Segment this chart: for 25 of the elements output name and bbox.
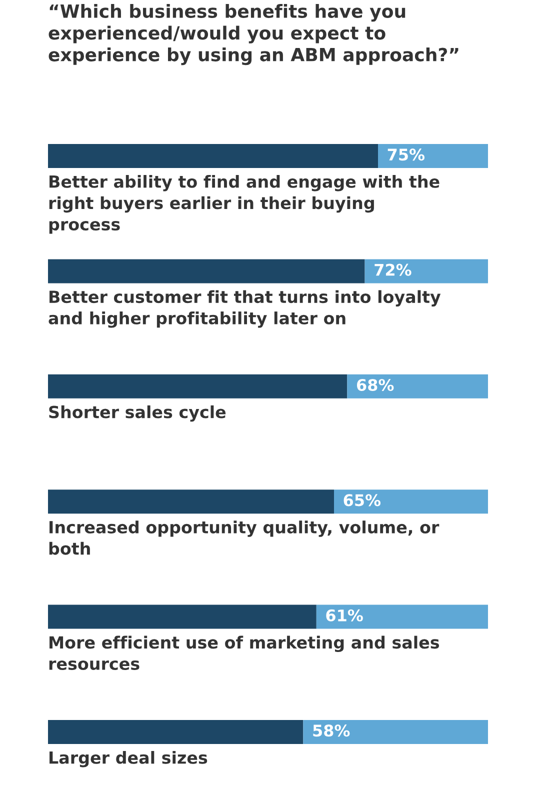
bar [316, 604, 488, 629]
y-tick-label: Better ability to find and engage with the right buyers earlier in their buying process [49, 175, 440, 234]
y-tick-label: Shorter sales cycle [49, 405, 226, 422]
bar [347, 374, 488, 398]
data-label: 58% [313, 724, 350, 737]
chart-title: “Which business benefits have you experienced/would you expect to experience by using an ABM approach?” [48, 4, 458, 66]
bar [48, 374, 348, 398]
bar [48, 259, 365, 284]
bar [48, 144, 378, 168]
y-tick-label: Larger deal sizes [50, 751, 208, 768]
bar [48, 604, 316, 629]
y-tick-label: Increased opportunity quality, volume, or both [49, 520, 440, 555]
data-label: 68% [356, 378, 394, 392]
bar [48, 490, 334, 514]
bar [378, 144, 488, 168]
bar [303, 720, 488, 744]
data-label: 72% [374, 264, 412, 276]
bar [364, 259, 488, 284]
data-label: 65% [344, 494, 381, 506]
bar [48, 720, 304, 744]
y-tick-label: Better customer fit that turns into loyalty and higher profitability later on [48, 290, 441, 328]
data-label: 61% [326, 609, 363, 622]
bar [334, 490, 488, 514]
y-tick-label: More efficient use of marketing and sales resources [49, 636, 440, 670]
data-label: 75% [388, 148, 425, 161]
